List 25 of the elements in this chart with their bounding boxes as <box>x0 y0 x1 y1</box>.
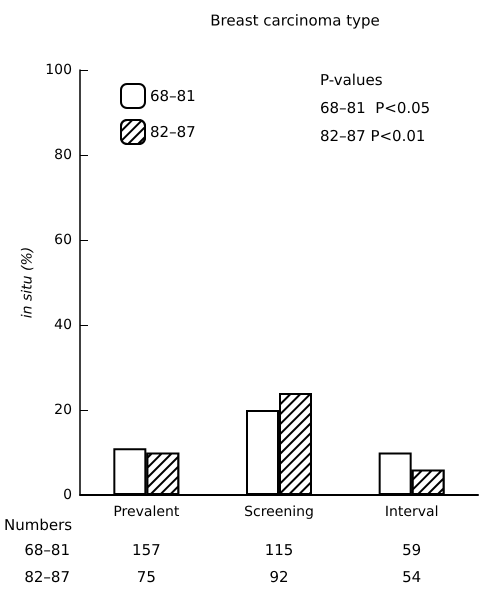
chart-title: Breast carcinoma type <box>210 12 380 30</box>
y-tick-label: 80 <box>54 147 72 163</box>
text: 115 <box>264 541 294 559</box>
y-tick-label: 60 <box>54 232 72 248</box>
text: 82–87 <box>24 568 70 586</box>
text: 68–81 <box>24 541 70 559</box>
y-axis-title: in situ (%) <box>19 246 36 318</box>
y-tick-label: 40 <box>54 317 72 333</box>
text: 157 <box>132 541 161 559</box>
annotation: P-values <box>320 71 383 89</box>
text: 59 <box>402 541 422 559</box>
annotation: 82–87 P<0.01 <box>320 127 426 145</box>
text: Numbers <box>4 516 72 534</box>
y-tick-label: 20 <box>54 402 72 418</box>
legend-label: 68–81 <box>150 87 196 105</box>
x-tick-label: Prevalent <box>113 504 180 520</box>
x-tick-label: Screening <box>244 504 314 520</box>
y-tick-label: 100 <box>45 62 72 78</box>
text: 54 <box>402 568 422 586</box>
text: 75 <box>136 568 156 586</box>
x-tick-label: Interval <box>384 504 438 520</box>
annotation: 68–81 P<0.05 <box>320 99 430 117</box>
text: 92 <box>269 568 289 586</box>
legend-label: 82–87 <box>150 123 196 141</box>
y-tick-label: 0 <box>63 487 72 503</box>
